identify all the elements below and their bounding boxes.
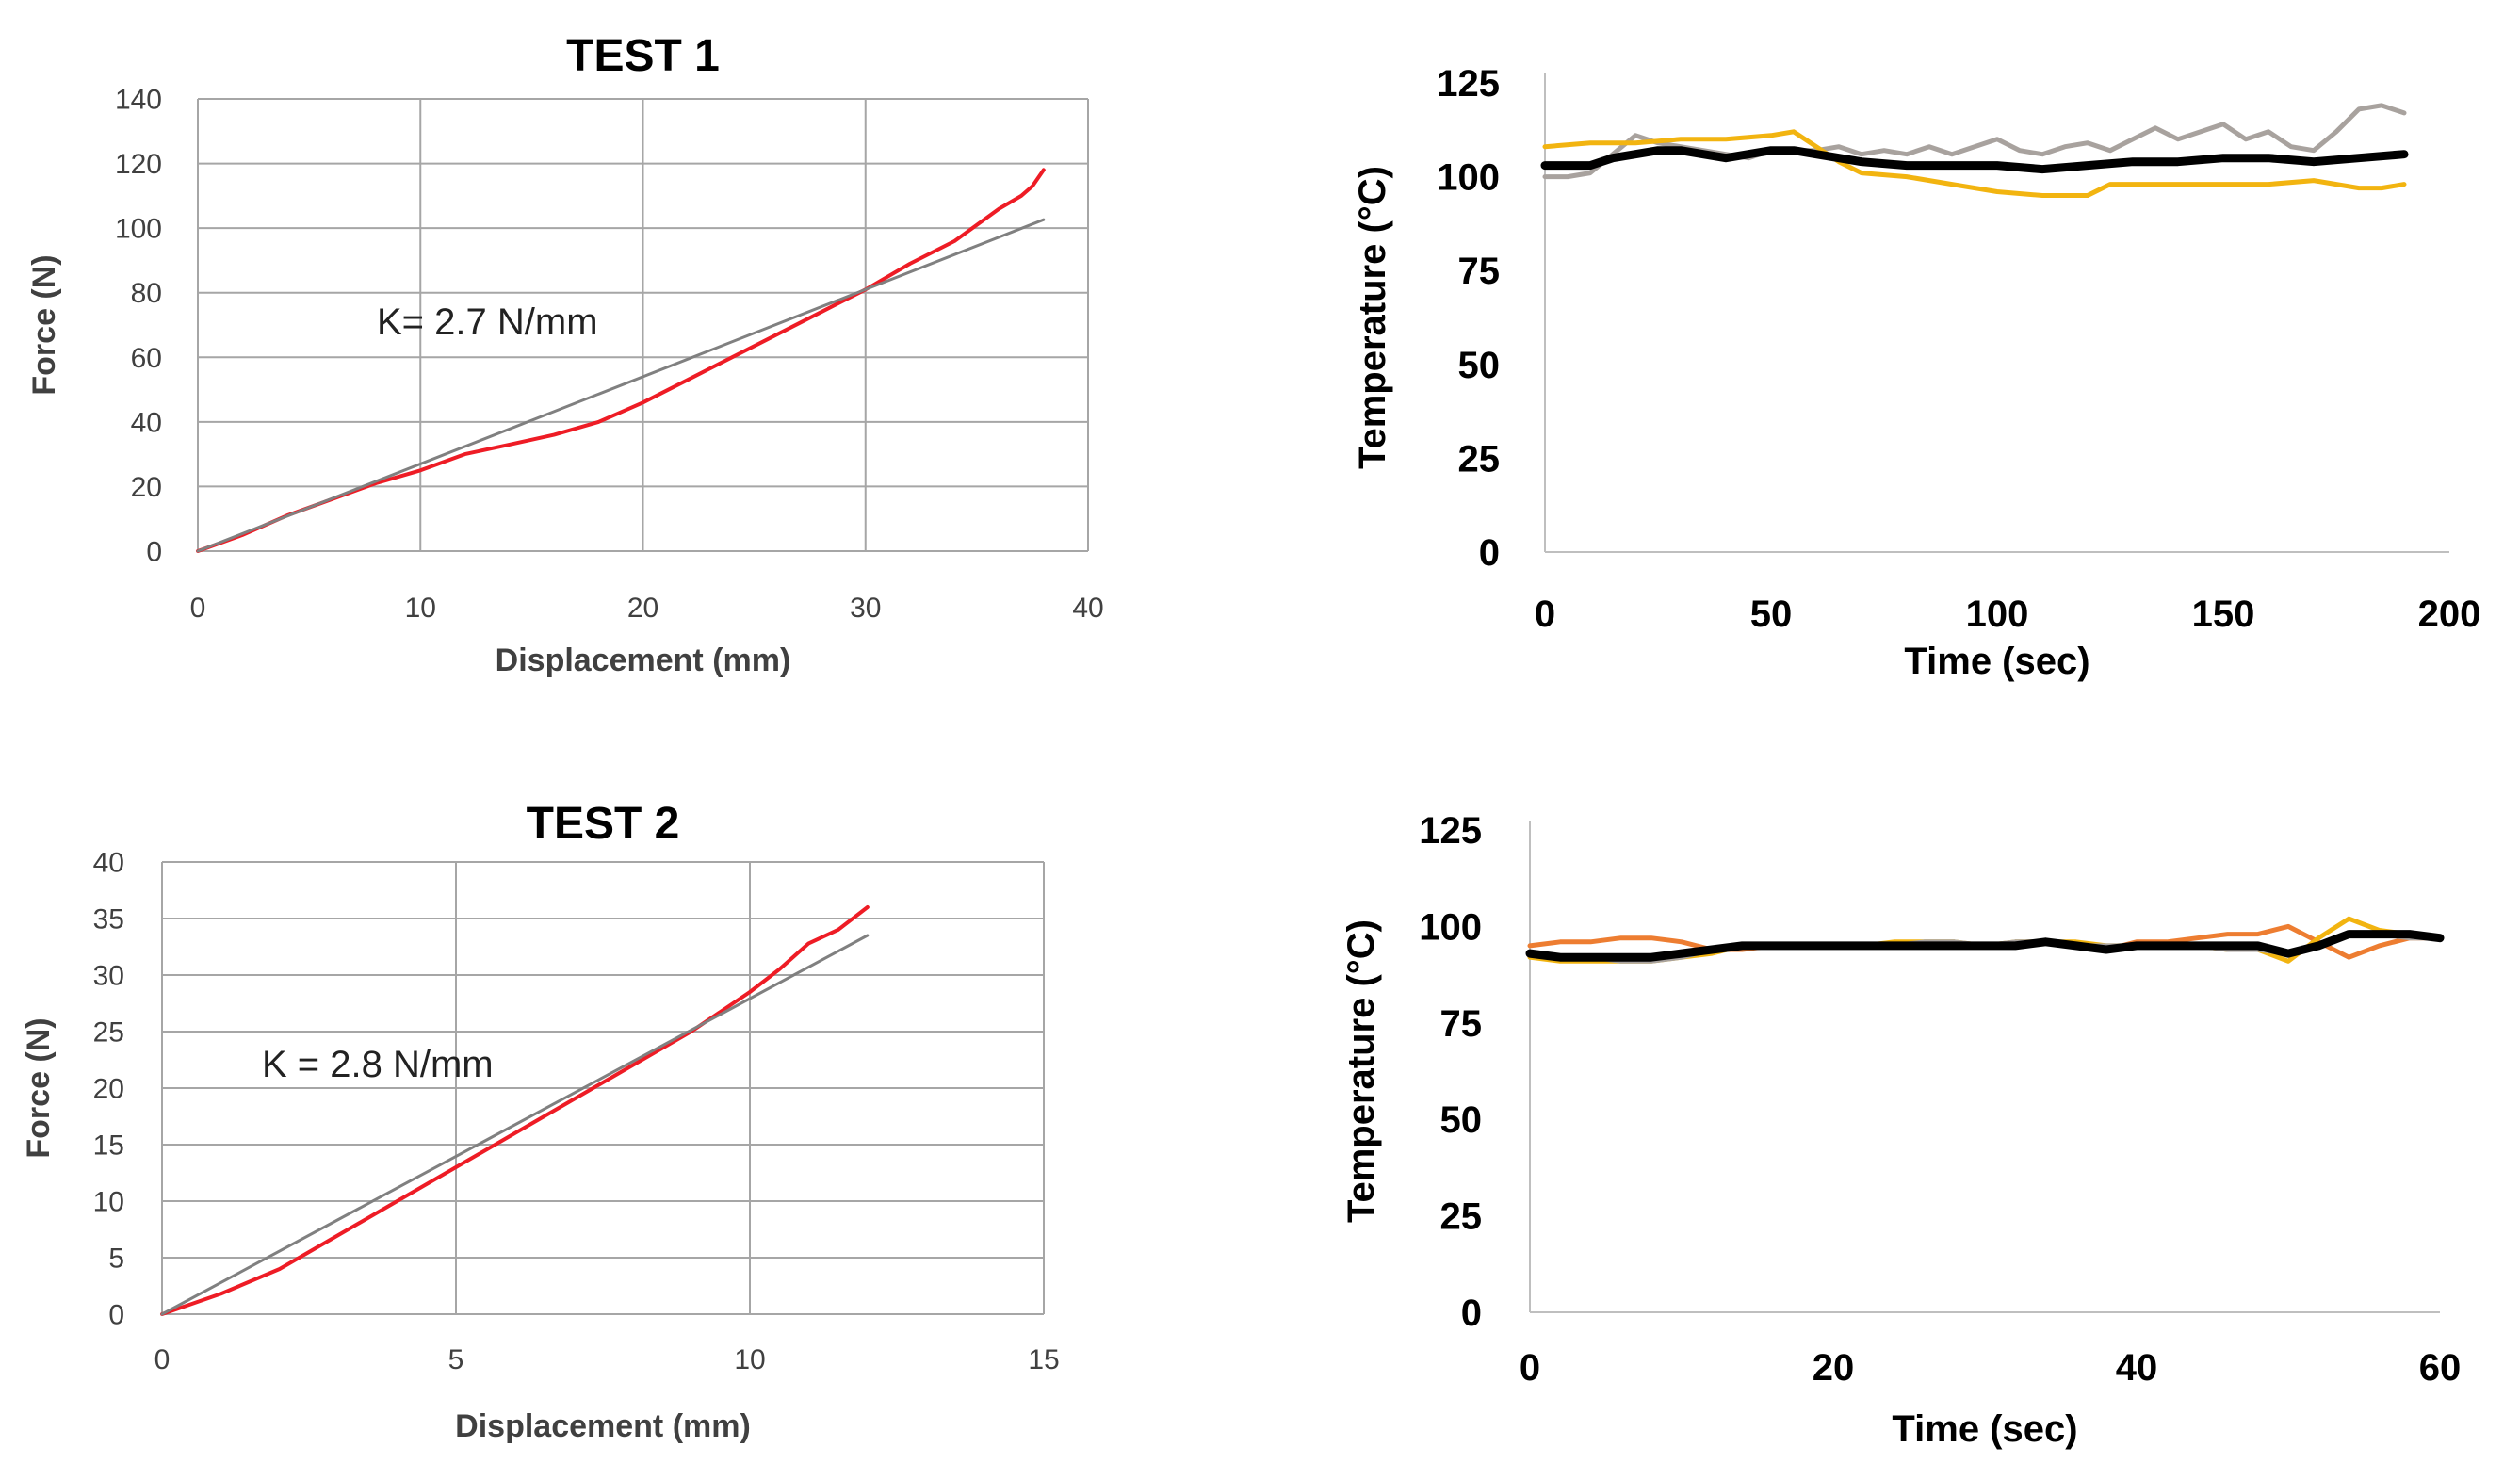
y-tick-label: 125 <box>1437 63 1500 105</box>
x-tick-label: 20 <box>1813 1347 1855 1389</box>
chart-test1-temp: 0 25 50 75 100 125 0 50 100 150 200 Time (sec) Tempe… <box>1352 63 2480 682</box>
y-tick-label: 20 <box>93 1074 124 1105</box>
y-tick-label: 25 <box>1440 1196 1483 1238</box>
y-tick-label: 5 <box>108 1244 124 1275</box>
y-tick-label: 40 <box>93 848 124 879</box>
y-tick-label: 100 <box>115 214 162 245</box>
x-tick-label: 150 <box>2192 594 2255 635</box>
x-tick-label: 5 <box>448 1344 464 1375</box>
series-line-black <box>1540 146 2409 174</box>
series-line-measured <box>160 905 870 1316</box>
annotation-stiffness: K = 2.8 N/mm <box>262 1044 494 1085</box>
x-axis-label: Time (sec) <box>1904 641 2089 682</box>
y-tick-label: 100 <box>1419 906 1482 948</box>
y-axis-label: Force (N) <box>21 1017 57 1158</box>
y-tick-label: 15 <box>93 1130 124 1162</box>
x-tick-label: 20 <box>627 593 658 624</box>
series-line-linear-fit <box>160 934 870 1316</box>
x-tick-label: 10 <box>405 593 436 624</box>
x-tick-label: 40 <box>2116 1347 2158 1389</box>
x-tick-label: 0 <box>154 1344 171 1375</box>
series-line-yellow <box>1542 129 2407 198</box>
y-tick-label: 40 <box>131 407 162 438</box>
chart-test2-force: 0 5 10 15 20 25 30 35 40 0 5 10 15 Displacement (mm) F… <box>21 799 1060 1444</box>
x-axis-label: Displacement (mm) <box>496 642 791 678</box>
y-tick-label: 25 <box>93 1017 124 1049</box>
x-tick-label: 10 <box>734 1344 765 1375</box>
x-axis-label: Displacement (mm) <box>455 1408 751 1444</box>
y-tick-label: 140 <box>115 85 162 116</box>
y-tick-label: 100 <box>1437 157 1500 199</box>
y-tick-label: 50 <box>1458 345 1501 386</box>
y-tick-label: 20 <box>131 472 162 503</box>
x-tick-label: 0 <box>1535 594 1555 635</box>
y-tick-label: 25 <box>1458 438 1501 480</box>
y-tick-label: 120 <box>115 149 162 180</box>
chart-test1-force: 0 20 40 60 80 100 120 140 0 10 20 30 40 Displacement … <box>26 31 1104 678</box>
y-tick-label: 30 <box>93 961 124 992</box>
y-tick-label: 75 <box>1440 1003 1483 1045</box>
chart-test2-temp: 0 25 50 75 100 125 0 20 40 60 Time (sec) Temperatur… <box>1341 810 2461 1450</box>
y-tick-label: 0 <box>1461 1293 1482 1334</box>
chart-title: TEST 1 <box>566 31 720 81</box>
y-axis-label: Force (N) <box>26 254 62 395</box>
y-tick-label: 0 <box>1479 532 1500 574</box>
y-tick-label: 60 <box>131 343 162 374</box>
y-axis-label: Temperature (°C) <box>1352 166 1393 469</box>
x-tick-label: 30 <box>850 593 881 624</box>
y-tick-label: 0 <box>146 537 162 568</box>
y-tick-label: 75 <box>1458 251 1501 292</box>
y-tick-label: 35 <box>93 904 124 935</box>
x-tick-label: 50 <box>1750 594 1793 635</box>
series-line-measured <box>196 168 1046 553</box>
x-tick-label: 40 <box>1072 593 1103 624</box>
y-tick-label: 10 <box>93 1187 124 1218</box>
y-tick-label: 80 <box>131 278 162 309</box>
y-tick-label: 125 <box>1419 810 1482 852</box>
annotation-stiffness: K= 2.7 N/mm <box>377 301 598 343</box>
x-tick-label: 100 <box>1966 594 2029 635</box>
x-axis-label: Time (sec) <box>1892 1408 2077 1450</box>
x-tick-label: 0 <box>190 593 206 624</box>
y-tick-label: 0 <box>108 1300 124 1331</box>
y-tick-label: 50 <box>1440 1099 1483 1141</box>
x-tick-label: 15 <box>1028 1344 1059 1375</box>
x-tick-label: 60 <box>2419 1347 2462 1389</box>
series-line-linear-fit <box>196 218 1046 553</box>
chart-title: TEST 2 <box>527 799 680 849</box>
x-tick-label: 0 <box>1520 1347 1540 1389</box>
series-line-black <box>1525 930 2445 962</box>
y-axis-label: Temperature (°C) <box>1341 919 1382 1223</box>
x-tick-label: 200 <box>2418 594 2481 635</box>
